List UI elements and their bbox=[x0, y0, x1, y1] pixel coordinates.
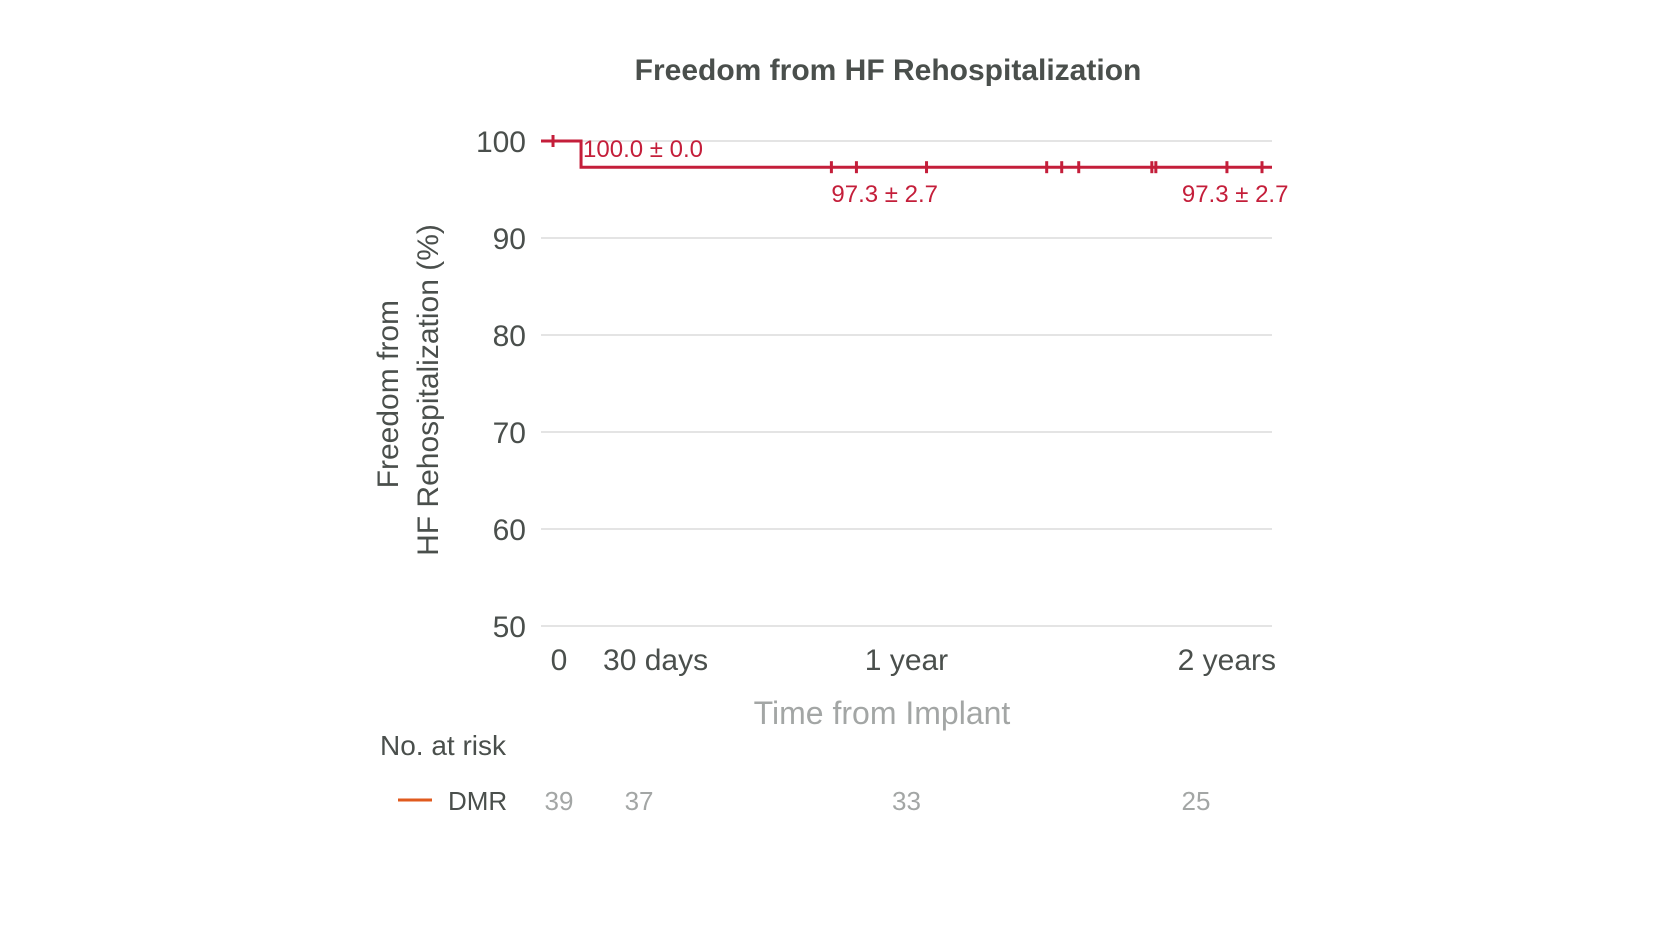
risk-table-title: No. at risk bbox=[380, 730, 507, 761]
y-axis-label-line-2: HF Rehospitalization (%) bbox=[412, 224, 445, 556]
y-axis-label: Freedom from HF Rehospitalization (%) bbox=[372, 224, 445, 556]
annotation-1: 97.3 ± 2.7 bbox=[831, 181, 938, 208]
risk-row-name-DMR: DMR bbox=[448, 786, 507, 816]
y-axis-label-line-1: Freedom from bbox=[372, 300, 405, 488]
survival-series bbox=[541, 135, 1272, 174]
annotations: 100.0 ± 0.0 97.3 ± 2.7 97.3 ± 2.7 bbox=[583, 136, 1288, 208]
y-tick-80: 80 bbox=[493, 320, 526, 353]
grid-lines bbox=[541, 140, 1272, 627]
chart-title: Freedom from HF Rehospitalization bbox=[635, 54, 1142, 87]
annotation-0: 100.0 ± 0.0 bbox=[583, 136, 703, 163]
x-tick-0: 0 bbox=[551, 644, 568, 677]
y-tick-60: 60 bbox=[493, 514, 526, 547]
x-tick-730: 2 years bbox=[1178, 644, 1276, 677]
x-tick-30: 30 days bbox=[603, 644, 708, 677]
y-tick-90: 90 bbox=[493, 223, 526, 256]
annotation-2: 97.3 ± 2.7 bbox=[1182, 181, 1289, 208]
x-axis-ticks: 0 30 days 1 year 2 years bbox=[551, 644, 1276, 677]
risk-count-365: 33 bbox=[892, 786, 921, 816]
risk-count-0: 39 bbox=[545, 786, 574, 816]
y-tick-50: 50 bbox=[493, 611, 526, 644]
risk-count-30: 37 bbox=[625, 786, 654, 816]
y-tick-100: 100 bbox=[476, 126, 526, 159]
x-axis-label: Time from Implant bbox=[754, 695, 1011, 731]
x-tick-365: 1 year bbox=[865, 644, 948, 677]
risk-table: DMR 39 37 33 25 bbox=[398, 786, 1210, 816]
y-axis-ticks: 50 60 70 80 90 100 bbox=[476, 126, 526, 644]
y-tick-70: 70 bbox=[493, 417, 526, 450]
risk-count-730: 25 bbox=[1182, 786, 1211, 816]
